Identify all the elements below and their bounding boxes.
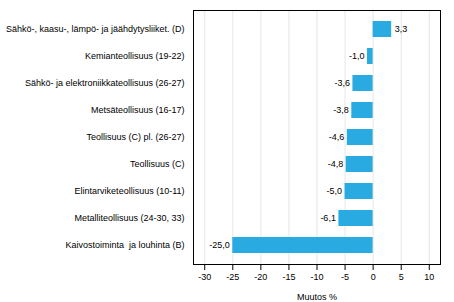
svg-text:Kemianteollisuus (19-22): Kemianteollisuus (19-22) [85, 51, 185, 61]
svg-text:-5,0: -5,0 [327, 186, 343, 196]
svg-text:-4,6: -4,6 [329, 132, 345, 142]
svg-text:10: 10 [424, 272, 434, 282]
svg-text:5: 5 [399, 272, 404, 282]
svg-text:-6,1: -6,1 [320, 213, 336, 223]
svg-text:3,3: 3,3 [395, 24, 408, 34]
svg-text:-3,6: -3,6 [334, 78, 350, 88]
svg-text:-20: -20 [254, 272, 267, 282]
svg-text:-15: -15 [282, 272, 295, 282]
svg-text:0: 0 [371, 272, 376, 282]
svg-text:Teollisuus (C) pl. (26-27): Teollisuus (C) pl. (26-27) [86, 132, 184, 142]
svg-text:-5: -5 [341, 272, 349, 282]
svg-text:-25,0: -25,0 [209, 240, 230, 250]
svg-text:-30: -30 [198, 272, 211, 282]
svg-text:-4,8: -4,8 [328, 159, 344, 169]
svg-text:-3,8: -3,8 [333, 105, 349, 115]
svg-text:Teollisuus (C): Teollisuus (C) [130, 159, 185, 169]
svg-text:Kaivostoiminta ja louhinta (B: Kaivostoiminta ja louhinta (B) [65, 240, 184, 250]
svg-text:-1,0: -1,0 [349, 51, 365, 61]
svg-text:Metalliteollisuus (24-30, 33): Metalliteollisuus (24-30, 33) [74, 213, 184, 223]
svg-text:-10: -10 [310, 272, 323, 282]
svg-text:-25: -25 [226, 272, 239, 282]
svg-text:Sähkö-, kaasu-, lämpö- ja jääh: Sähkö-, kaasu-, lämpö- ja jäähdytysliike… [6, 24, 185, 34]
svg-text:Sähkö- ja elektroniikkateollis: Sähkö- ja elektroniikkateollisuus (26-27… [25, 78, 185, 88]
svg-text:Metsäteollisuus (16-17): Metsäteollisuus (16-17) [91, 105, 185, 115]
svg-text:Muutos %: Muutos % [297, 292, 337, 302]
svg-text:Elintarviketeollisuus (10-11): Elintarviketeollisuus (10-11) [75, 186, 185, 196]
